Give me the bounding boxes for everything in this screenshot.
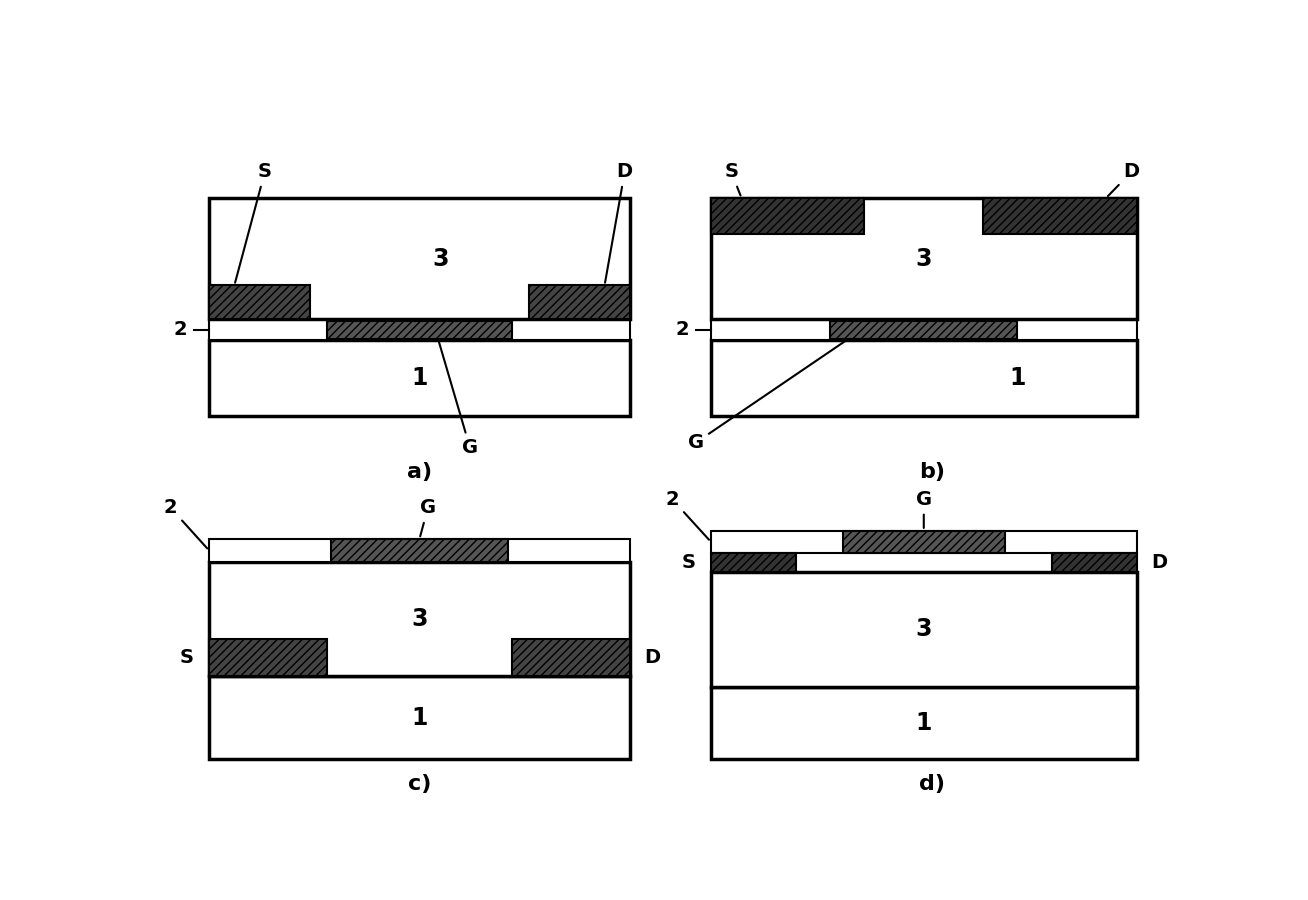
Bar: [712, 320, 1137, 340]
Text: 2: 2: [174, 320, 187, 339]
Text: G: G: [916, 490, 931, 528]
Text: a): a): [407, 462, 432, 482]
Bar: [209, 562, 630, 676]
Bar: [327, 321, 511, 338]
Bar: [209, 198, 630, 320]
Text: b): b): [920, 462, 946, 482]
Bar: [984, 198, 1137, 235]
Text: 2: 2: [164, 499, 207, 548]
Text: S: S: [179, 648, 194, 667]
Bar: [712, 572, 1137, 687]
Text: 3: 3: [916, 617, 933, 642]
Text: S: S: [235, 162, 272, 283]
Bar: [712, 340, 1137, 417]
Bar: [712, 687, 1137, 760]
Bar: [712, 198, 1137, 320]
Text: S: S: [725, 162, 740, 195]
Bar: [842, 531, 1005, 553]
Text: 2: 2: [666, 490, 709, 540]
Bar: [209, 340, 630, 417]
Bar: [712, 553, 797, 572]
Bar: [511, 638, 630, 676]
Bar: [331, 539, 508, 562]
Text: G: G: [688, 340, 846, 452]
Bar: [712, 198, 865, 235]
Text: G: G: [438, 341, 477, 457]
Bar: [528, 285, 630, 320]
Bar: [712, 531, 1137, 553]
Bar: [209, 285, 310, 320]
Text: D: D: [644, 648, 661, 667]
Text: c): c): [408, 774, 432, 794]
Bar: [209, 539, 630, 562]
Text: 1: 1: [411, 366, 428, 391]
Text: D: D: [1151, 554, 1167, 572]
Bar: [209, 638, 327, 676]
Text: 3: 3: [411, 608, 428, 631]
Text: D: D: [606, 162, 633, 283]
Bar: [1052, 553, 1137, 572]
Text: 1: 1: [916, 711, 933, 735]
Bar: [209, 676, 630, 760]
Bar: [209, 320, 630, 340]
Bar: [831, 321, 1018, 338]
Text: D: D: [1108, 162, 1139, 196]
Text: S: S: [681, 554, 696, 572]
Text: 1: 1: [1010, 366, 1025, 391]
Text: d): d): [920, 774, 946, 794]
Text: 1: 1: [411, 706, 428, 730]
Text: 3: 3: [432, 247, 449, 271]
Text: 3: 3: [916, 247, 933, 271]
Text: G: G: [420, 499, 436, 536]
Text: 2: 2: [676, 320, 689, 339]
